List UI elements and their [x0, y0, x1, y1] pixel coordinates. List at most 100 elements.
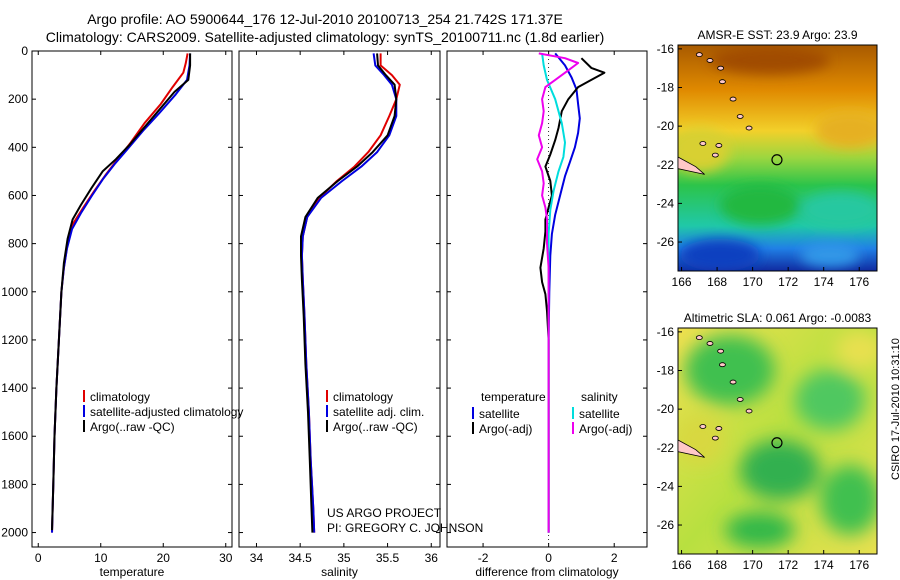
- island-shape: [736, 397, 744, 402]
- x-tick-label: 176: [849, 275, 869, 289]
- y-tick-label: -24: [657, 196, 675, 210]
- y-tick-label: -16: [657, 325, 675, 339]
- project-credit: PI: GREGORY C. JOHNSON: [327, 521, 483, 535]
- project-credit: US ARGO PROJECT: [327, 506, 442, 520]
- legend-label: Argo(..raw -QC): [90, 420, 175, 434]
- x-axis-label: salinity: [321, 565, 358, 579]
- x-tick-label: 10: [94, 551, 108, 565]
- y-tick-label: 1200: [1, 333, 28, 347]
- y-tick-label: 1000: [1, 285, 28, 299]
- sla-map-field: [678, 328, 877, 554]
- float-position-marker: [771, 154, 783, 166]
- x-tick-label: 20: [157, 551, 171, 565]
- x-tick-label: -2: [478, 551, 489, 565]
- island-shape: [706, 58, 714, 63]
- x-tick-label: 176: [849, 558, 869, 572]
- y-tick-label: 1400: [1, 381, 28, 395]
- x-tick-label: 170: [743, 275, 763, 289]
- sla-map-axes: Altimetric SLA: 0.061 Argo: -0.0083 166 16…: [657, 311, 872, 572]
- sst-map: [677, 44, 878, 272]
- island-shape: [711, 435, 719, 441]
- legend-label: satellite: [579, 407, 620, 421]
- legend-label: Argo(..raw -QC): [333, 420, 418, 434]
- series-line-satellite: [300, 53, 398, 533]
- island-shape: [719, 79, 726, 85]
- series-line-climatology: [300, 53, 401, 533]
- y-tick-label: -26: [657, 518, 675, 532]
- y-tick-label: 1800: [1, 477, 28, 491]
- island-shape: [695, 335, 703, 341]
- series-line-argo: [51, 53, 192, 531]
- island-shape: [711, 152, 719, 158]
- x-tick-label: 34.5: [288, 551, 312, 565]
- map-title: AMSR-E SST: 23.9 Argo: 23.9: [697, 28, 857, 42]
- sst-map-field: [678, 45, 877, 271]
- legend-heading: salinity: [581, 390, 618, 404]
- y-tick-label: 2000: [1, 526, 28, 540]
- x-tick-label: 36: [425, 551, 439, 565]
- y-tick-label: 0: [21, 44, 28, 58]
- island-shape: [706, 341, 714, 346]
- x-tick-label: 172: [778, 558, 798, 572]
- x-tick-label: 168: [707, 275, 727, 289]
- series-line-argo: [539, 57, 606, 533]
- island-shape: [717, 348, 725, 354]
- x-tick-label: 35: [337, 551, 351, 565]
- y-tick-label: 400: [8, 140, 28, 154]
- y-tick-label: -20: [657, 402, 675, 416]
- x-tick-label: 0: [35, 551, 42, 565]
- x-tick-label: 168: [707, 558, 727, 572]
- sst-map-axes: AMSR-E SST: 23.9 Argo: 23.9 166 168 170 172 1…: [657, 28, 870, 289]
- new-caledonia-shape: [677, 156, 705, 175]
- x-tick-label: 170: [743, 558, 763, 572]
- sla-map: [677, 327, 878, 555]
- y-tick-label: -22: [657, 158, 675, 172]
- legend-label: Argo(-adj): [479, 422, 532, 436]
- float-position-marker: [771, 437, 783, 449]
- series-line-satellite: [51, 53, 192, 533]
- legend-label: satellite-adjusted climatology: [90, 405, 243, 419]
- island-shape: [715, 426, 723, 431]
- series-line-argo: [300, 53, 398, 533]
- x-tick-label: 2: [611, 551, 618, 565]
- y-tick-label: -20: [657, 119, 675, 133]
- island-shape: [729, 96, 737, 102]
- plot-frame: [446, 50, 648, 548]
- island-shape: [736, 114, 744, 119]
- profile-panel-1: 0 200 400 600 800 1000 1200 1400 1600 1800 2000 0 10…: [1, 44, 243, 579]
- series-line-satellite: [547, 52, 581, 533]
- x-tick-label: 35.5: [376, 551, 400, 565]
- y-tick-label: 600: [8, 188, 28, 202]
- y-tick-label: 800: [8, 237, 28, 251]
- series-line-climatology: [51, 53, 189, 533]
- island-shape: [717, 65, 725, 71]
- y-tick-label: -18: [657, 80, 675, 94]
- legend-label: climatology: [90, 390, 150, 404]
- x-tick-label: 34: [250, 551, 264, 565]
- island-shape: [729, 379, 737, 385]
- y-tick-label: -18: [657, 363, 675, 377]
- chart-title-line-2: Climatology: CARS2009. Satellite-adjuste…: [45, 29, 605, 45]
- island-shape: [719, 362, 726, 368]
- x-axis-label: difference from climatology: [475, 565, 618, 579]
- y-tick-label: -22: [657, 441, 675, 455]
- chart-title-line-1: Argo profile: AO 5900644_176 12-Jul-2010…: [87, 11, 563, 27]
- y-tick-label: -16: [657, 42, 675, 56]
- x-tick-label: 166: [672, 275, 692, 289]
- y-tick-label: 1600: [1, 429, 28, 443]
- x-tick-label: 166: [672, 558, 692, 572]
- plot-frame: [31, 50, 233, 548]
- y-tick-label: 200: [8, 92, 28, 106]
- credit-label: CSIRO 17-Jul-2010 10:31:10: [890, 338, 900, 480]
- plot-frame: [238, 50, 441, 548]
- y-tick-label: -24: [657, 479, 675, 493]
- island-shape: [699, 141, 707, 146]
- new-caledonia-shape: [677, 439, 705, 458]
- island-shape: [695, 52, 703, 58]
- legend-heading: temperature: [481, 390, 546, 404]
- x-tick-label: 0: [545, 551, 552, 565]
- legend-label: satellite: [479, 407, 520, 421]
- y-tick-label: -26: [657, 235, 675, 249]
